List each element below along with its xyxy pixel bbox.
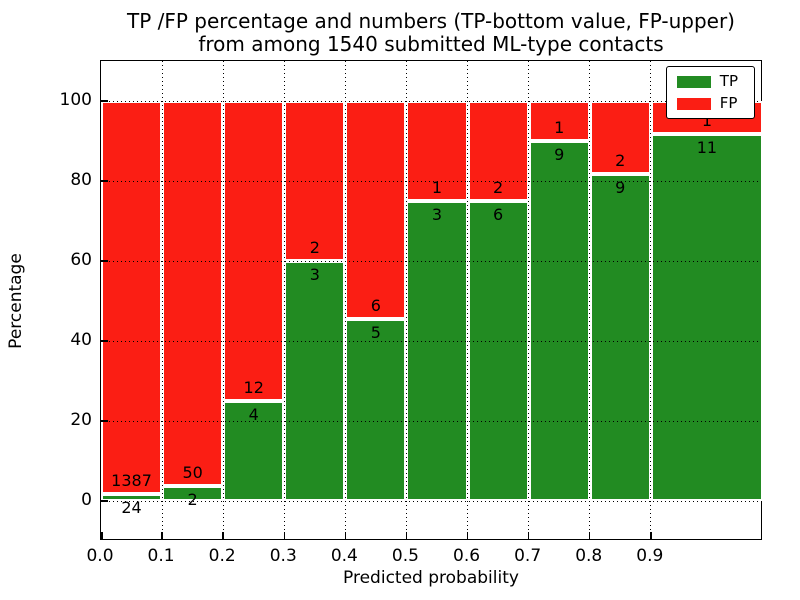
tp-color-swatch [676,75,711,88]
fp-color-swatch [676,97,711,110]
plot-area: TP FP 1387 24 50 2 12 4 2 3 6 5 1 3 2 6 1 9 2 9 1 11 [100,60,763,540]
y-axis-label: Percentage [6,253,26,349]
x-tick-mark [527,532,530,539]
x-axis-label: Predicted probability [343,568,519,588]
x-tick-label: 0.1 [147,546,175,566]
chart-title-line2: from among 1540 submitted ML-type contac… [198,32,664,56]
bar-fp-segment [528,101,590,141]
x-tick-mark [344,532,347,539]
y-tick-mark [101,420,108,422]
bar-tp-segment [101,494,163,501]
bar-fp-segment [223,101,285,401]
x-tick-mark [405,532,408,539]
bar-fp-segment [162,101,224,486]
bar-fp-segment [406,101,468,201]
x-tick-mark [588,532,591,539]
bar-fp-segment [589,101,651,174]
bar-fp-segment [345,101,407,320]
y-tick-label: 60 [70,250,92,270]
x-tick-mark [101,532,103,539]
x-tick-mark [283,532,286,539]
x-tick-label: 0.5 [391,546,419,566]
bar-tp-segment [528,141,590,501]
legend-label-tp: TP [719,72,738,90]
bar-tp-segment [467,201,529,501]
tp-count-label: 24 [121,498,142,518]
y-tick-mark [101,340,108,342]
bar-tp-segment [223,401,285,501]
x-tick-label: 0.6 [453,546,481,566]
bar-fp-segment [467,101,529,201]
x-tick-mark [466,532,469,539]
y-tick-label: 100 [59,90,92,110]
bar-tp-segment [650,134,763,501]
y-tick-mark [101,100,108,102]
bar-tp-segment [406,201,468,501]
x-tick-label: 0.9 [636,546,664,566]
bar-tp-segment [589,173,651,501]
x-tick-label: 0.3 [269,546,297,566]
bar-tp-segment [162,485,224,501]
y-tick-label: 40 [70,330,92,350]
x-tick-label: 0.2 [208,546,236,566]
x-tick-mark [650,532,652,539]
legend: TP FP [665,66,755,119]
x-tick-mark [161,532,163,539]
bar-fp-segment [101,101,163,495]
x-tick-mark [222,532,224,539]
y-tick-label: 20 [70,410,92,430]
y-tick-mark [101,500,108,502]
y-tick-mark [101,180,108,182]
legend-entry-tp: TP [676,72,738,90]
chart-title-line1: TP /FP percentage and numbers (TP-bottom… [127,9,735,33]
x-tick-label: 0.4 [330,546,358,566]
y-tick-label: 80 [70,170,92,190]
legend-entry-fp: FP [676,94,738,112]
x-tick-label: 0.8 [575,546,603,566]
bar-fp-segment [284,101,346,261]
legend-label-fp: FP [719,94,738,112]
y-tick-label: 0 [81,490,92,510]
bar-tp-segment [345,319,407,501]
x-tick-label: 0.7 [514,546,542,566]
x-tick-label: 0.0 [86,546,114,566]
bar-tp-segment [284,261,346,501]
y-tick-mark [101,260,108,262]
chart-title: TP /FP percentage and numbers (TP-bottom… [100,10,762,56]
